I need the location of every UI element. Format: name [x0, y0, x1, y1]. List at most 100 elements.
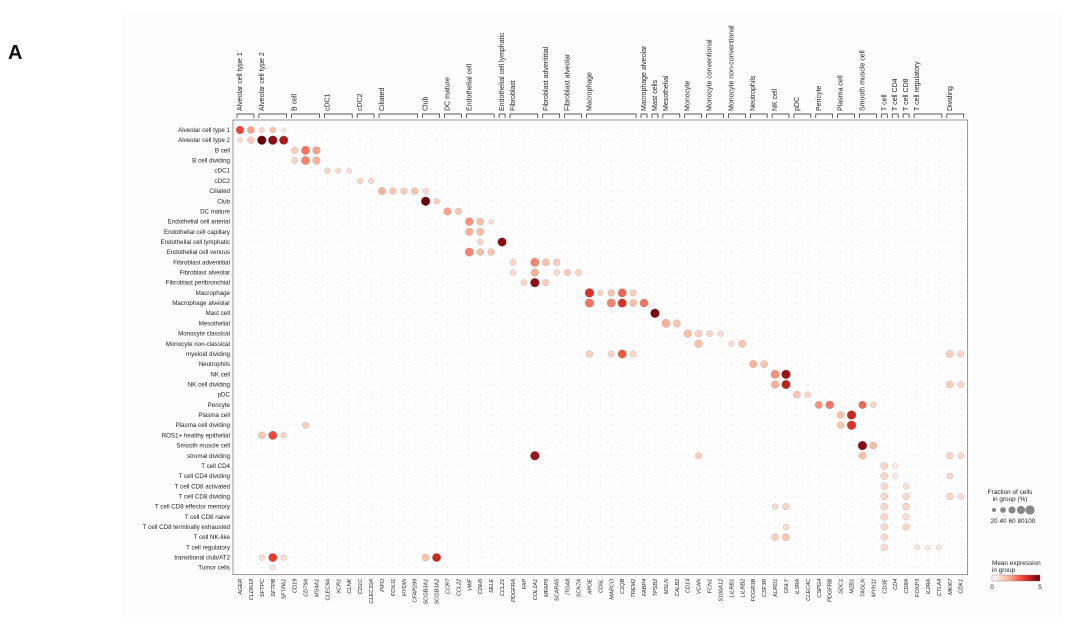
- dot-background: [730, 271, 733, 274]
- dot-background: [468, 526, 471, 528]
- dot-background: [490, 546, 492, 549]
- dot-background: [359, 383, 361, 386]
- dot-background: [501, 190, 503, 192]
- gene-label: CSPG4: [817, 579, 823, 598]
- dot-background: [457, 546, 460, 549]
- dot-background: [818, 434, 820, 437]
- dot-background: [730, 404, 733, 406]
- dot-background: [807, 139, 809, 141]
- dot-background: [796, 516, 798, 518]
- dot-background: [468, 200, 471, 202]
- dot-background: [719, 383, 722, 386]
- dot-background: [414, 363, 416, 365]
- dot-background: [523, 220, 525, 223]
- dot-background: [282, 200, 285, 202]
- dot-background: [818, 353, 820, 355]
- dot-background: [927, 465, 929, 467]
- dot-background: [927, 220, 929, 223]
- dot-background: [272, 159, 274, 162]
- dot-background: [894, 526, 896, 528]
- dot-background: [457, 567, 460, 569]
- dot-background: [512, 149, 514, 152]
- dot-background: [719, 261, 722, 264]
- dot-background: [752, 516, 754, 518]
- dot-background: [818, 190, 820, 192]
- data-dot: [825, 400, 834, 409]
- dot-background: [763, 393, 765, 396]
- dot-background: [577, 516, 580, 518]
- dot-background: [414, 200, 416, 202]
- dot-background: [304, 190, 307, 192]
- dot-background: [861, 292, 864, 294]
- dot-background: [949, 210, 951, 213]
- dot-background: [370, 526, 372, 528]
- dot-background: [304, 343, 307, 345]
- dot-background: [457, 404, 460, 406]
- dot-background: [949, 424, 951, 426]
- dot-background: [621, 343, 623, 345]
- dot-background: [555, 546, 558, 549]
- dot-background: [282, 393, 285, 396]
- gene-label: CLEC10A: [369, 578, 375, 603]
- dot-background: [326, 495, 329, 498]
- dot-background: [872, 485, 875, 487]
- dot-background: [282, 363, 285, 365]
- data-dot: [617, 298, 627, 308]
- dot-background: [501, 312, 503, 314]
- dot-background: [555, 475, 558, 477]
- dot-background: [949, 282, 951, 284]
- dot-background: [927, 516, 929, 518]
- data-dot: [749, 360, 758, 368]
- dot-background: [774, 302, 776, 304]
- dot-background: [850, 353, 853, 355]
- gene-label: SCGB3A2: [435, 578, 441, 605]
- dot-background: [828, 231, 831, 233]
- dot-background: [774, 159, 776, 162]
- gene-label: CLNK: [347, 578, 353, 593]
- dot-background: [676, 404, 678, 406]
- data-dot: [477, 238, 484, 246]
- dot-background: [665, 231, 667, 233]
- dot-background: [239, 536, 241, 538]
- dot-background: [479, 159, 481, 162]
- dot-background: [577, 302, 580, 304]
- dot-background: [927, 343, 929, 345]
- dot-background: [457, 485, 460, 487]
- dot-background: [414, 414, 416, 416]
- group-label: Mesothelial: [663, 75, 670, 111]
- dot-background: [665, 139, 667, 141]
- dot-background: [708, 556, 711, 559]
- data-dot: [476, 227, 485, 236]
- dot-background: [654, 149, 656, 152]
- dot-background: [938, 312, 940, 314]
- dot-background: [381, 526, 383, 528]
- dot-background: [381, 373, 383, 376]
- dot-background: [545, 271, 547, 274]
- dot-background: [370, 129, 372, 131]
- dot-background: [905, 251, 907, 253]
- dot-background: [239, 332, 241, 335]
- dot-background: [490, 292, 492, 294]
- dot-background: [927, 556, 929, 559]
- dot-background: [828, 241, 831, 243]
- group-bracket: [684, 113, 702, 118]
- dot-background: [239, 546, 241, 549]
- dot-background: [719, 282, 722, 284]
- dot-background: [960, 536, 962, 538]
- dot-background: [403, 556, 405, 559]
- dot-background: [457, 516, 460, 518]
- dot-background: [490, 241, 492, 243]
- dot-background: [479, 485, 481, 487]
- row-label: myeloid dividing: [186, 351, 231, 358]
- dot-background: [293, 455, 296, 457]
- dot-background: [272, 404, 274, 406]
- dot-background: [861, 251, 864, 253]
- dot-background: [315, 332, 318, 335]
- dot-background: [665, 414, 667, 416]
- dot-background: [566, 332, 569, 335]
- dot-background: [730, 444, 733, 447]
- gene-label: SFTPA1: [282, 579, 288, 600]
- dot-background: [457, 251, 460, 253]
- dot-background: [326, 444, 329, 447]
- dot-background: [577, 200, 580, 202]
